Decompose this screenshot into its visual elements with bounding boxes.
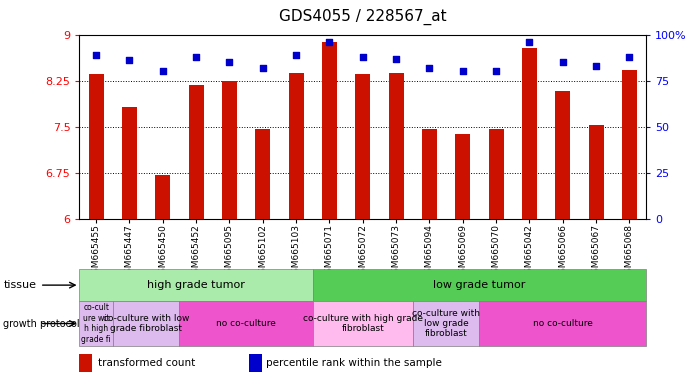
- Text: co-culture with high grade
fibroblast: co-culture with high grade fibroblast: [303, 314, 423, 333]
- Point: [557, 59, 568, 65]
- Text: no co-culture: no co-culture: [216, 319, 276, 328]
- Point: [224, 59, 235, 65]
- Text: low grade tumor: low grade tumor: [433, 280, 526, 290]
- Bar: [79, 354, 92, 372]
- Text: high grade tumor: high grade tumor: [147, 280, 245, 290]
- Point: [324, 39, 335, 45]
- Bar: [189, 85, 204, 219]
- Text: growth protocol: growth protocol: [3, 318, 80, 329]
- Bar: [589, 126, 603, 219]
- Bar: [388, 73, 404, 219]
- Bar: [249, 354, 262, 372]
- Bar: [556, 91, 570, 219]
- Bar: [622, 70, 637, 219]
- Bar: [88, 74, 104, 219]
- Bar: [455, 134, 471, 219]
- Bar: [489, 129, 504, 219]
- Bar: [480, 301, 646, 346]
- Point: [91, 52, 102, 58]
- Point: [390, 55, 401, 61]
- Point: [191, 54, 202, 60]
- Bar: [422, 129, 437, 219]
- Bar: [355, 74, 370, 219]
- Bar: [180, 301, 313, 346]
- Bar: [255, 129, 270, 219]
- Point: [124, 57, 135, 63]
- Bar: [313, 301, 413, 346]
- Text: co-culture with low
grade fibroblast: co-culture with low grade fibroblast: [103, 314, 189, 333]
- Bar: [155, 175, 170, 219]
- Text: co-culture with
low grade
fibroblast: co-culture with low grade fibroblast: [412, 309, 480, 338]
- Bar: [413, 301, 480, 346]
- Point: [491, 68, 502, 74]
- Bar: [322, 42, 337, 219]
- Text: tissue: tissue: [3, 280, 37, 290]
- Point: [357, 54, 368, 60]
- Point: [291, 52, 302, 58]
- Bar: [79, 301, 113, 346]
- Bar: [313, 269, 646, 301]
- Bar: [222, 81, 237, 219]
- Bar: [122, 107, 137, 219]
- Point: [524, 39, 535, 45]
- Text: transformed count: transformed count: [97, 358, 195, 368]
- Point: [457, 68, 468, 74]
- Text: no co-culture: no co-culture: [533, 319, 593, 328]
- Text: GDS4055 / 228567_at: GDS4055 / 228567_at: [279, 9, 446, 25]
- Point: [158, 68, 169, 74]
- Bar: [289, 73, 303, 219]
- Bar: [79, 269, 313, 301]
- Point: [257, 65, 268, 71]
- Bar: [113, 301, 180, 346]
- Point: [424, 65, 435, 71]
- Bar: [522, 48, 537, 219]
- Point: [624, 54, 635, 60]
- Point: [591, 63, 602, 69]
- Text: percentile rank within the sample: percentile rank within the sample: [267, 358, 442, 368]
- Text: co-cult
ure wit
h high
grade fi: co-cult ure wit h high grade fi: [82, 303, 111, 344]
